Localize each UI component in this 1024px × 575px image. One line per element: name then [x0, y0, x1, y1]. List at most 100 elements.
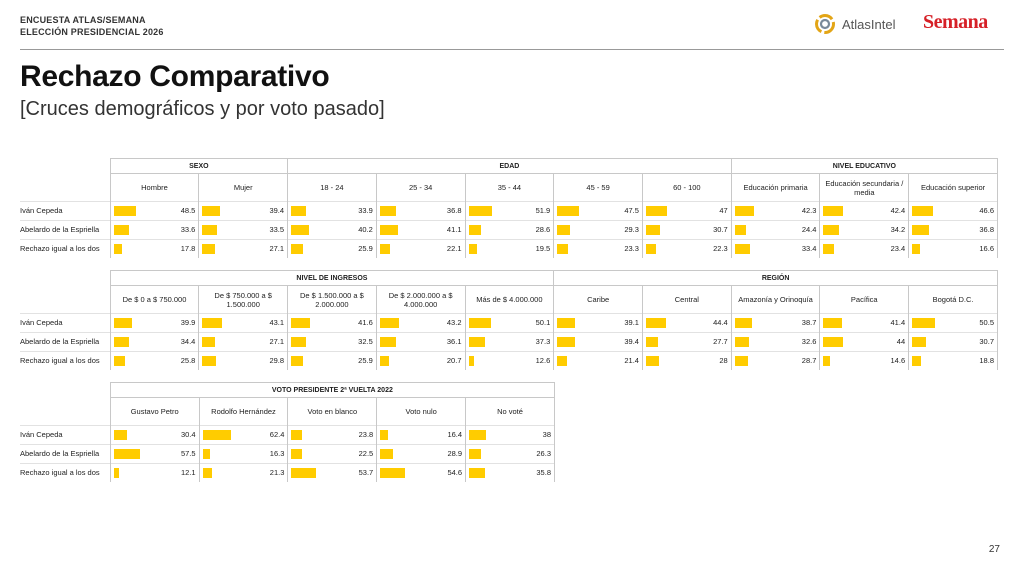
table-row: Abelardo de la Espriella 34.4 27.1 32.5 36.1… [20, 332, 998, 352]
column-header-mujer: Mujer [198, 173, 289, 202]
group-header-row: VOTO PRESIDENTE 2ª VUELTA 2022 [20, 382, 556, 398]
cell-content: 36.1 [377, 334, 464, 352]
cell-content: 22.3 [643, 240, 730, 258]
bar [291, 206, 307, 216]
data-cell: 47.5 [553, 201, 643, 221]
data-cell: 35.8 [465, 463, 555, 482]
data-label: 28.7 [801, 356, 817, 365]
data-label: 41.4 [890, 318, 906, 327]
column-header-row: Gustavo Petro Rodolfo Hernández Voto en bl… [20, 397, 555, 426]
cell-content: 16.6 [910, 240, 997, 258]
data-label: 22.5 [358, 449, 374, 458]
table-row: Iván Cepeda 39.9 43.1 41.6 43.2 50.1 39.1 44.4 3… [20, 313, 998, 333]
data-label: 42.3 [801, 206, 817, 215]
data-label: 51.9 [535, 206, 551, 215]
cell-content: 46.6 [910, 203, 997, 221]
column-header-de-0-a-750-000: De $ 0 a $ 750.000 [109, 285, 200, 314]
data-cell: 40.2 [287, 220, 377, 240]
data-label: 27.1 [269, 244, 285, 253]
group-header-sexo: SEXO [109, 158, 289, 174]
data-cell: 21.4 [553, 351, 643, 370]
bar [912, 318, 935, 328]
data-label: 28.6 [535, 225, 551, 234]
cell-content: 51.9 [466, 203, 553, 221]
data-cell: 48.5 [109, 201, 200, 221]
data-label: 14.6 [890, 356, 906, 365]
data-cell: 28.7 [730, 351, 821, 370]
data-label: 37.3 [535, 337, 551, 346]
cell-content: 41.4 [821, 315, 908, 333]
bar [645, 337, 659, 347]
page-subtitle: [Cruces demográficos y por voto pasado] [20, 98, 385, 120]
cell-content: 27.7 [643, 334, 730, 352]
bar [291, 356, 303, 366]
cell-content: 48.5 [111, 203, 198, 221]
data-cell: 33.4 [730, 239, 821, 258]
bar [468, 206, 492, 216]
data-cell: 27.7 [641, 332, 732, 352]
cell-content: 41.1 [377, 222, 464, 240]
data-cell: 38 [465, 425, 555, 445]
data-cell: 29.3 [553, 220, 643, 240]
data-cell: 36.1 [375, 332, 466, 352]
cell-content: 16.3 [200, 446, 287, 464]
cell-content: 27.1 [200, 240, 287, 258]
data-cell: 23.8 [287, 425, 378, 445]
data-cell: 39.1 [553, 313, 643, 333]
bar [202, 318, 222, 328]
data-label: 23.8 [358, 430, 374, 439]
data-cell: 14.6 [819, 351, 910, 370]
bar [823, 318, 843, 328]
cell-content: 34.4 [111, 334, 198, 352]
cell-content: 33.5 [200, 222, 287, 240]
cell-content: 28.6 [466, 222, 553, 240]
data-cell: 16.6 [908, 239, 998, 258]
row-label-abelardo-de-la-espriella: Abelardo de la Espriella [20, 220, 111, 240]
data-label: 12.6 [535, 356, 551, 365]
corner-cell [20, 286, 110, 314]
group-header-nivel-educativo: NIVEL EDUCATIVO [730, 158, 999, 174]
bar [113, 356, 126, 366]
cell-content: 22.1 [377, 240, 464, 258]
cell-content: 39.1 [555, 315, 642, 333]
column-header-hombre: Hombre [109, 173, 200, 202]
bar [291, 318, 310, 328]
column-header-central: Central [641, 285, 732, 314]
column-header-45-59: 45 - 59 [553, 173, 643, 202]
column-header-voto-en-blanco: Voto en blanco [287, 397, 378, 426]
bar [469, 449, 481, 459]
cell-content: 23.4 [821, 240, 908, 258]
bar [113, 225, 129, 235]
data-cell: 41.4 [819, 313, 910, 333]
data-cell: 22.5 [287, 444, 378, 464]
data-cell: 16.4 [376, 425, 467, 445]
bar [469, 430, 487, 440]
data-cell: 32.5 [287, 332, 377, 352]
cell-content: 21.4 [555, 352, 642, 370]
data-cell: 44.4 [641, 313, 732, 333]
data-label: 29.8 [269, 356, 285, 365]
data-label: 50.5 [979, 318, 994, 327]
bar [380, 468, 405, 478]
column-header-caribe: Caribe [553, 285, 643, 314]
cell-content: 33.4 [732, 240, 819, 258]
column-header-no-vote: No voté [465, 397, 555, 426]
data-cell: 23.3 [553, 239, 643, 258]
data-label: 27.7 [713, 337, 728, 346]
cell-content: 53.7 [289, 464, 376, 482]
cell-content: 57.5 [111, 446, 198, 464]
cell-content: 25.9 [289, 240, 376, 258]
data-label: 46.6 [979, 206, 994, 215]
data-label: 39.4 [624, 337, 639, 346]
data-cell: 27.1 [198, 332, 289, 352]
bar [557, 318, 575, 328]
bar [469, 468, 486, 478]
bar [734, 206, 754, 216]
cell-content: 44 [821, 334, 908, 352]
data-label: 62.4 [269, 430, 285, 439]
column-header-60-100: 60 - 100 [641, 173, 732, 202]
data-cell: 36.8 [908, 220, 998, 240]
data-label: 42.4 [890, 206, 906, 215]
group-header-row: SEXO EDAD NIVEL EDUCATIVO [20, 158, 999, 174]
data-label: 33.9 [358, 206, 373, 215]
